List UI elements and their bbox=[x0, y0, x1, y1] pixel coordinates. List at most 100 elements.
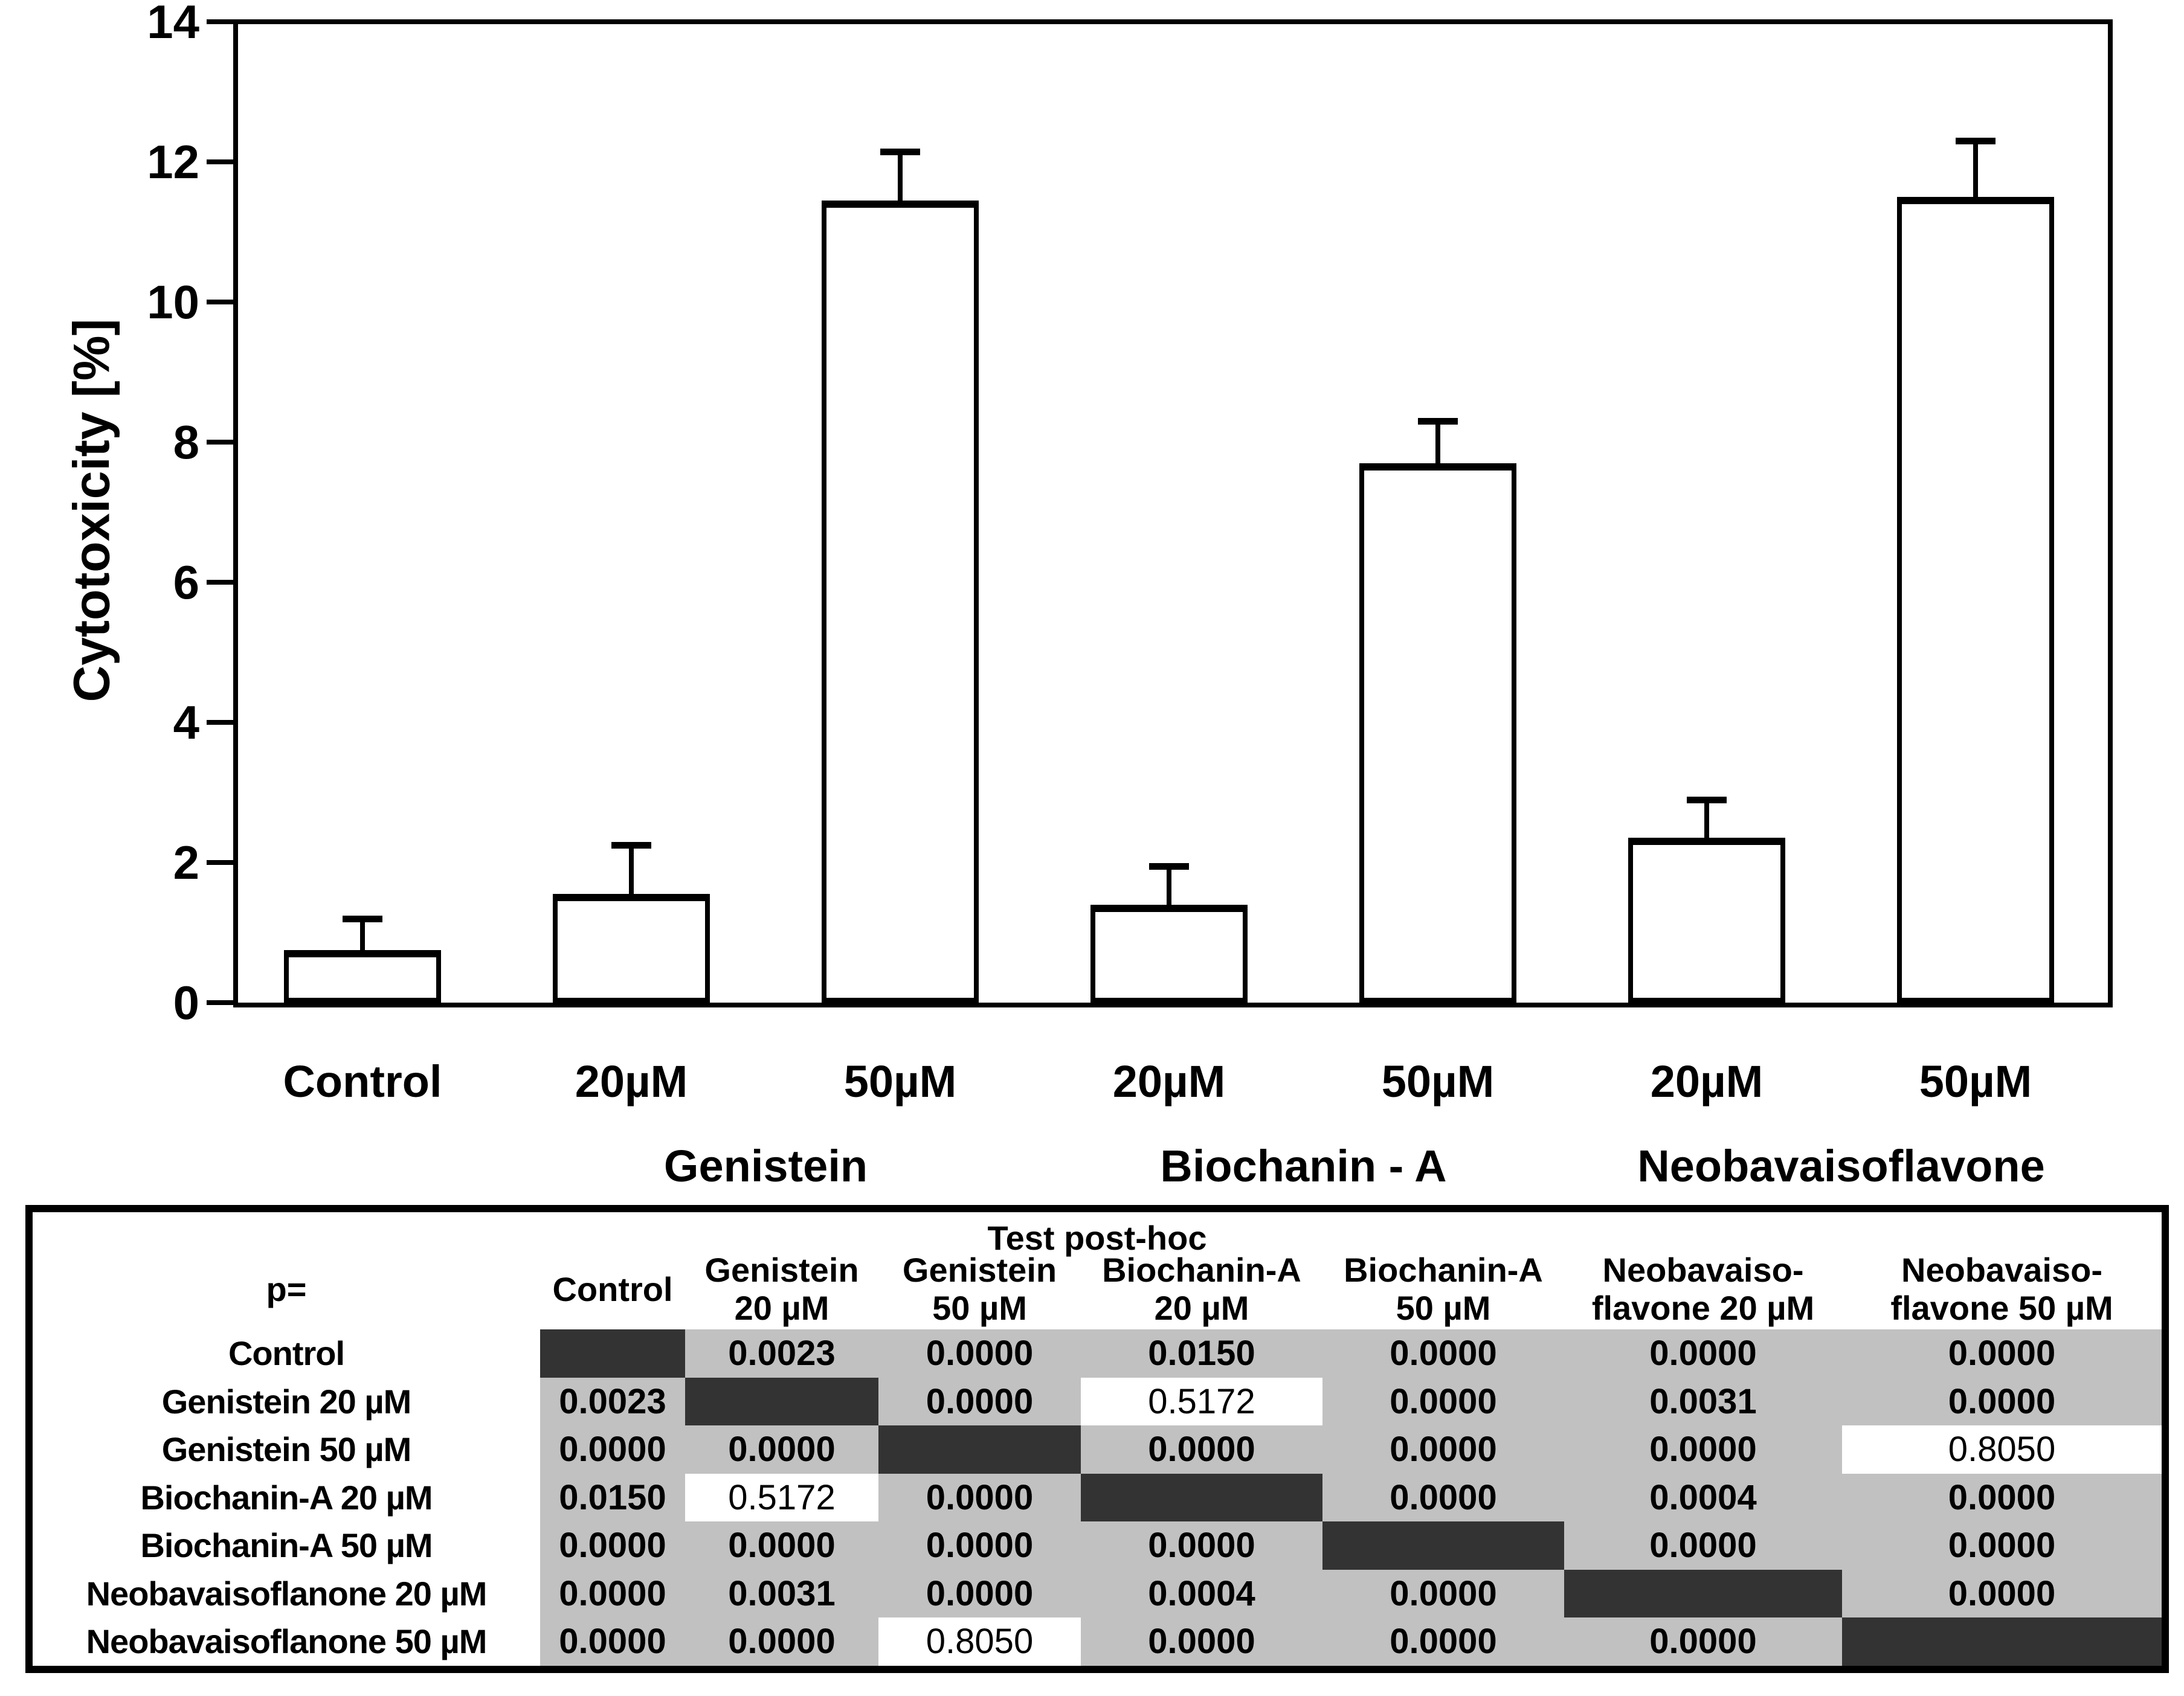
table-cell: 0.0000 bbox=[1564, 1425, 1842, 1474]
y-tick-label: 6 bbox=[173, 556, 199, 609]
error-bar-cap bbox=[1418, 418, 1458, 425]
table-cell: 0.0150 bbox=[1081, 1329, 1322, 1378]
bar bbox=[1090, 904, 1248, 1003]
error-bar-stem bbox=[1973, 141, 1978, 197]
x-tick-label: 20µM bbox=[1112, 1056, 1226, 1107]
y-tick-mark bbox=[207, 19, 233, 24]
error-bar-stem bbox=[898, 151, 903, 201]
table-cell: 0.0023 bbox=[540, 1377, 685, 1425]
table-cell: 0.0000 bbox=[878, 1569, 1081, 1617]
table-cell: 0.0000 bbox=[685, 1521, 878, 1570]
table-title: Test post-hoc bbox=[987, 1219, 1207, 1257]
table-column-header: Control bbox=[552, 1270, 673, 1308]
table-cell: 0.0031 bbox=[685, 1569, 878, 1617]
table-cell-diagonal bbox=[540, 1329, 685, 1378]
table-cell: 0.0000 bbox=[878, 1329, 1081, 1378]
table-cell: 0.0000 bbox=[1322, 1617, 1564, 1666]
table-cell: 0.0000 bbox=[1842, 1377, 2162, 1425]
x-tick-label: 20µM bbox=[1650, 1056, 1764, 1107]
error-bar-stem bbox=[1167, 866, 1171, 905]
table-cell: 0.0000 bbox=[1842, 1473, 2162, 1521]
error-bar-cap bbox=[611, 842, 651, 849]
table-cell: 0.0000 bbox=[1842, 1569, 2162, 1617]
table-cell: 0.0000 bbox=[1842, 1329, 2162, 1378]
group-label: Biochanin - A bbox=[1160, 1141, 1447, 1191]
table-row-label: Neobavaisoflanone 50 µM bbox=[86, 1622, 488, 1661]
error-bar-cap bbox=[343, 915, 382, 922]
table-cell: 0.0000 bbox=[1322, 1473, 1564, 1521]
y-tick-mark bbox=[207, 860, 233, 865]
table-cell-highlight: 0.8050 bbox=[1842, 1425, 2162, 1474]
y-tick-label: 4 bbox=[173, 696, 199, 749]
table-cell-diagonal bbox=[878, 1425, 1081, 1474]
table-column-header: Genistein 20 µM bbox=[704, 1251, 859, 1327]
table-row-label: Genistein 20 µM bbox=[161, 1382, 412, 1421]
table-cell: 0.0023 bbox=[685, 1329, 878, 1378]
x-tick-label: 50µM bbox=[1919, 1056, 2032, 1107]
table-cell: 0.0000 bbox=[1564, 1617, 1842, 1666]
table-grid: p= Control Genistein 20 µM Genistein 50 µM B… bbox=[33, 1250, 2162, 1666]
table-cell-highlight: 0.5172 bbox=[685, 1473, 878, 1521]
table-row-label: Biochanin-A 50 µM bbox=[140, 1526, 433, 1565]
table-corner-label: p= bbox=[266, 1270, 307, 1308]
y-tick-label: 14 bbox=[147, 0, 199, 48]
table-column-header: Genistein 50 µM bbox=[902, 1251, 1057, 1327]
x-tick-label: 20µM bbox=[575, 1056, 688, 1107]
y-tick-mark bbox=[207, 720, 233, 725]
error-bar-cap bbox=[1149, 862, 1189, 870]
table-cell: 0.0000 bbox=[540, 1617, 685, 1666]
error-bar-stem bbox=[629, 845, 634, 895]
table-cell-diagonal bbox=[1842, 1617, 2162, 1666]
table-cell: 0.0000 bbox=[685, 1617, 878, 1666]
error-bar-cap bbox=[880, 148, 920, 155]
y-tick-label: 2 bbox=[173, 836, 199, 889]
table-column-header: Biochanin-A 50 µM bbox=[1344, 1251, 1543, 1327]
table-row-label: Biochanin-A 20 µM bbox=[140, 1478, 433, 1517]
group-label: Neobavaisoflavone bbox=[1637, 1141, 2045, 1191]
table-row-label: Genistein 50 µM bbox=[161, 1430, 412, 1469]
error-bar-stem bbox=[1704, 799, 1709, 838]
table-cell: 0.0000 bbox=[1081, 1617, 1322, 1666]
bar bbox=[1359, 463, 1516, 1003]
table-cell-diagonal bbox=[685, 1377, 878, 1425]
table-column-header: Neobavaiso- flavone 50 µM bbox=[1890, 1251, 2113, 1327]
table-cell: 0.0000 bbox=[1842, 1521, 2162, 1570]
bar bbox=[822, 200, 979, 1003]
table-row-label: Control bbox=[228, 1334, 345, 1373]
x-tick-label: 50µM bbox=[1381, 1056, 1495, 1107]
error-bar-cap bbox=[1687, 796, 1727, 803]
bar bbox=[553, 894, 710, 1003]
table-cell-diagonal bbox=[1564, 1569, 1842, 1617]
y-axis-title: Cytotoxicity [%] bbox=[63, 318, 120, 702]
table-cell-highlight: 0.8050 bbox=[878, 1617, 1081, 1666]
table-cell: 0.0000 bbox=[878, 1473, 1081, 1521]
bar bbox=[284, 950, 441, 1003]
table-cell: 0.0004 bbox=[1564, 1473, 1842, 1521]
table-cell-highlight: 0.5172 bbox=[1081, 1377, 1322, 1425]
bar bbox=[1628, 838, 1785, 1003]
table-cell: 0.0000 bbox=[878, 1521, 1081, 1570]
y-tick-label: 8 bbox=[173, 416, 199, 469]
y-tick-mark bbox=[207, 300, 233, 304]
table-cell: 0.0000 bbox=[878, 1377, 1081, 1425]
chart-plot-area bbox=[233, 19, 2113, 1007]
y-tick-mark bbox=[207, 440, 233, 445]
bar bbox=[1897, 197, 2054, 1003]
table-cell-diagonal bbox=[1081, 1473, 1322, 1521]
table-cell: 0.0000 bbox=[540, 1569, 685, 1617]
table-cell: 0.0000 bbox=[1322, 1377, 1564, 1425]
table-cell: 0.0000 bbox=[1081, 1425, 1322, 1474]
y-tick-mark bbox=[207, 1000, 233, 1005]
table-column-header: Neobavaiso- flavone 20 µM bbox=[1591, 1251, 1815, 1327]
posthoc-table: Test post-hoc p= Control Genistein 20 µM Ge… bbox=[25, 1205, 2169, 1673]
group-label: Genistein bbox=[663, 1141, 868, 1191]
table-cell: 0.0000 bbox=[1564, 1521, 1842, 1570]
table-cell: 0.0000 bbox=[540, 1521, 685, 1570]
error-bar-stem bbox=[360, 918, 365, 950]
table-cell-diagonal bbox=[1322, 1521, 1564, 1570]
table-cell: 0.0000 bbox=[1564, 1329, 1842, 1378]
table-cell: 0.0000 bbox=[1081, 1521, 1322, 1570]
table-cell: 0.0004 bbox=[1081, 1569, 1322, 1617]
y-tick-mark bbox=[207, 159, 233, 164]
